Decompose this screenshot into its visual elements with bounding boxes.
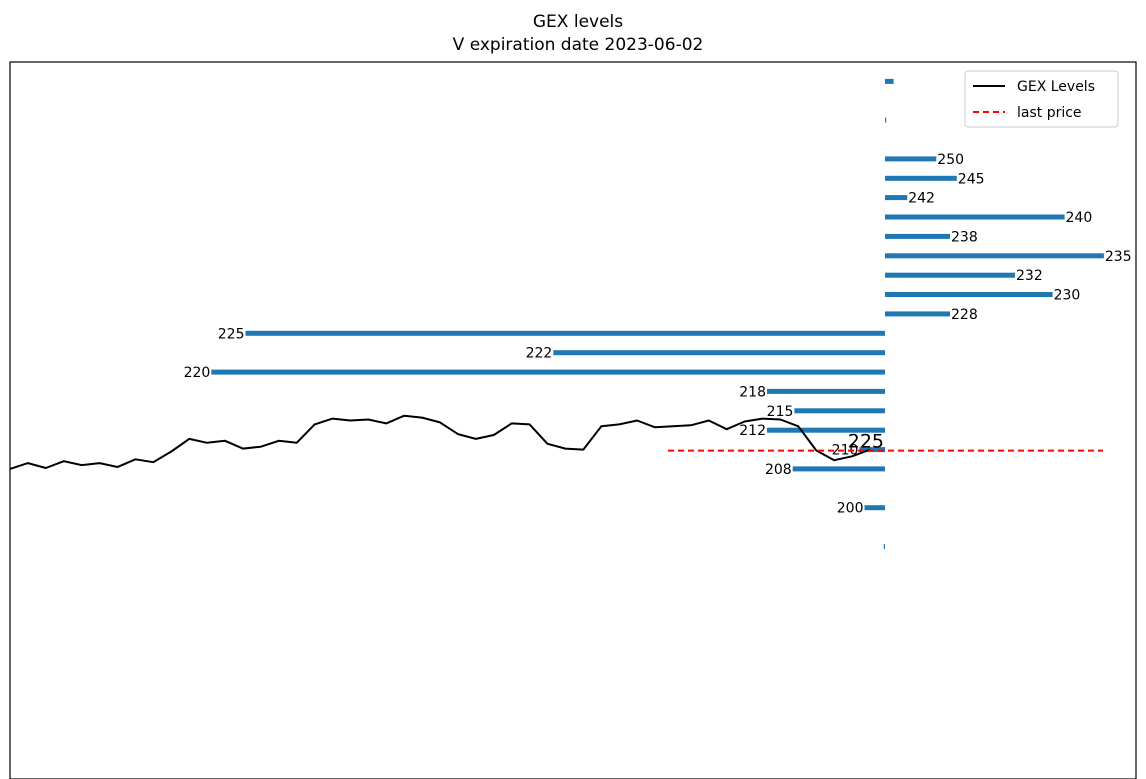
gex-bar-label: 218: [739, 384, 766, 400]
gex-bar: [794, 408, 885, 414]
gex-bar: [792, 466, 885, 472]
gex-bar-label: 240: [1066, 210, 1093, 226]
plot-area-frame: [9, 61, 1137, 779]
gex-bar: [767, 427, 885, 433]
gex-bar-label: 250: [937, 152, 964, 168]
gex-bar-label: 238: [951, 229, 978, 245]
gex-bar-label: 210: [832, 443, 859, 459]
gex-bar: [885, 78, 894, 84]
gex-bar-label: 200: [837, 501, 864, 517]
gex-bar-label: 235: [1105, 249, 1132, 265]
last-price-label: 225: [848, 431, 884, 453]
gex-bar: [885, 272, 1015, 278]
gex-bar: [245, 330, 885, 336]
gex-bar-label: 212: [739, 423, 766, 439]
gex-bar: [883, 544, 885, 549]
chart-subtitle: V expiration date 2023-06-02: [453, 35, 704, 55]
gex-levels-line: [9, 414, 871, 470]
gex-bar: [211, 369, 886, 375]
legend-label-gex-levels: GEX Levels: [1017, 79, 1095, 95]
gex-bar: [885, 292, 1053, 297]
gex-bar-label: 220: [184, 365, 211, 381]
gex-bar: [885, 233, 950, 239]
gex-bar-label: 222: [526, 346, 553, 362]
gex-bar: [885, 195, 908, 201]
gex-bar-label: 208: [765, 462, 792, 478]
chart-title: GEX levels: [533, 12, 623, 32]
gex-bar-label: 225: [218, 326, 245, 342]
gex-bar: [885, 214, 1065, 220]
gex-bar: [885, 311, 950, 317]
gex-bar: [553, 350, 885, 356]
gex-bar: [885, 117, 887, 123]
legend: GEX Levels last price: [964, 70, 1119, 128]
gex-bar: [767, 388, 885, 394]
legend-label-last-price: last price: [1017, 105, 1082, 121]
gex-bar-label: 230: [1054, 288, 1081, 304]
price-line-layer: 225: [9, 414, 1103, 470]
gex-bars-layer: 2502452422402382352322302282252222202182…: [184, 78, 1132, 549]
gex-bar: [885, 156, 937, 162]
gex-bar-label: 245: [958, 171, 985, 187]
gex-bar: [864, 505, 885, 511]
gex-bar-label: 228: [951, 307, 978, 323]
gex-bar-label: 215: [767, 404, 794, 420]
gex-bar: [885, 253, 1104, 259]
gex-bar-label: 232: [1016, 268, 1043, 284]
gex-bar: [885, 175, 957, 181]
gex-bar-label: 242: [908, 191, 935, 207]
